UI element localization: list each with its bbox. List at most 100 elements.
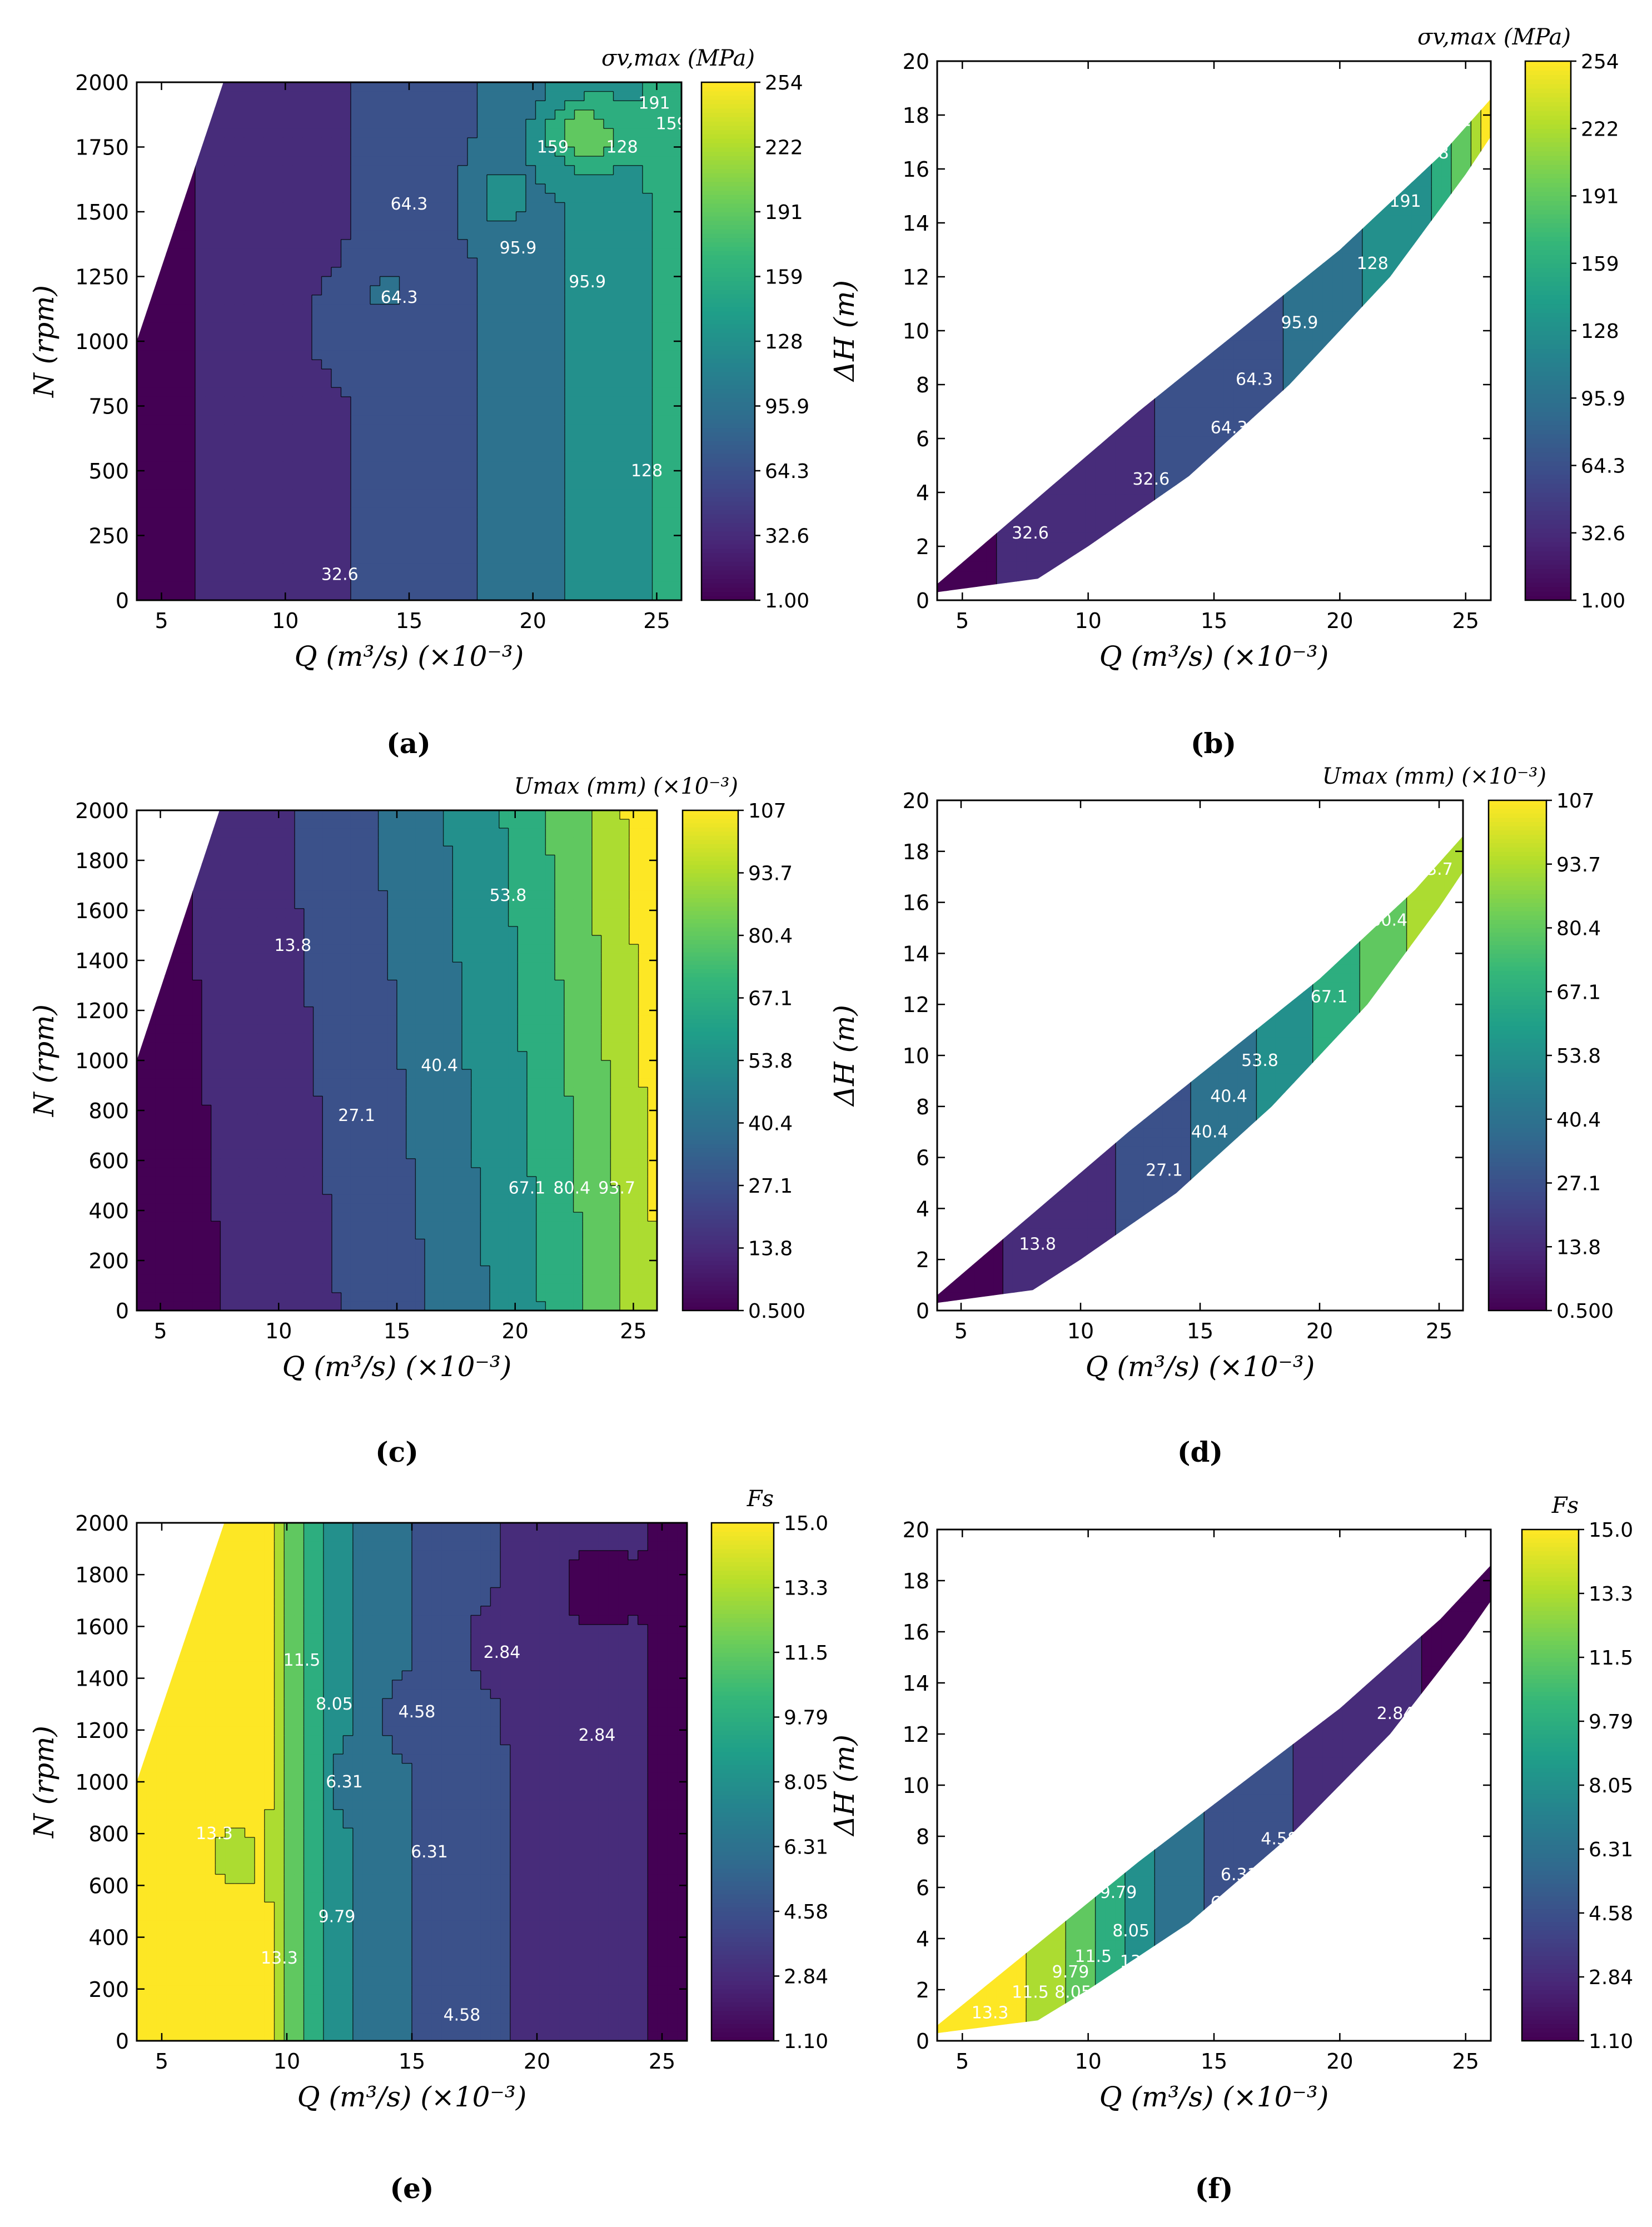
colorbar-step <box>1489 1298 1546 1303</box>
colorbar-step <box>683 1139 738 1144</box>
colorbar-step <box>711 2032 774 2037</box>
colorbar-tick-label: 13.3 <box>1589 1583 1633 1606</box>
colorbar-step <box>683 1035 738 1040</box>
colorbar-step <box>711 1851 774 1856</box>
colorbar-step <box>1522 1602 1579 1607</box>
colorbar-step <box>1489 1132 1546 1137</box>
colorbar-step <box>1489 1077 1546 1082</box>
colorbar-step <box>683 860 738 865</box>
colorbar-step <box>683 923 738 928</box>
colorbar-step <box>1525 146 1571 152</box>
colorbar-step <box>1489 1259 1546 1264</box>
colorbar-step <box>1525 182 1571 188</box>
y-tick-label: 500 <box>88 459 129 484</box>
colorbar-step <box>683 835 738 840</box>
colorbar-step <box>683 1119 738 1124</box>
colorbar-step <box>711 1773 774 1778</box>
colorbar-step <box>1522 1824 1579 1829</box>
colorbar-step <box>1525 218 1571 223</box>
colorbar-step <box>701 168 755 173</box>
colorbar-step <box>701 190 755 195</box>
contour-label: 11.5 <box>1074 1947 1112 1966</box>
colorbar-step <box>1489 1043 1546 1048</box>
colorbar-tick-label: 9.79 <box>784 1707 828 1730</box>
colorbar-step <box>683 973 738 978</box>
colorbar-step <box>1489 1004 1546 1009</box>
contour-label: 191 <box>1389 192 1421 211</box>
contour-label: 13.3 <box>261 1949 298 1968</box>
colorbar-tick-label: 15.0 <box>784 1512 828 1535</box>
y-tick-label: 1500 <box>75 200 129 225</box>
colorbar-step <box>711 1661 774 1666</box>
contour-label: 159 <box>656 114 688 134</box>
colorbar-step <box>1489 992 1546 997</box>
colorbar-step <box>711 1941 774 1946</box>
colorbar-step <box>711 1673 774 1679</box>
colorbar-step <box>701 99 755 104</box>
colorbar-step <box>683 1002 738 1007</box>
colorbar-step <box>1522 1683 1579 1688</box>
colorbar-step <box>683 1052 738 1057</box>
colorbar-step <box>711 1816 774 1821</box>
y-tick-label: 20 <box>903 1518 929 1542</box>
colorbar-step <box>1522 1998 1579 2003</box>
colorbar-step <box>683 1306 738 1311</box>
colorbar-step <box>1522 1700 1579 1705</box>
colorbar-step <box>711 1864 774 1869</box>
contour-label: 80.4 <box>553 1179 590 1198</box>
colorbar-step <box>1489 834 1546 839</box>
colorbar-step <box>683 1273 738 1278</box>
y-tick-label: 1800 <box>75 1563 129 1587</box>
colorbar-step <box>1525 151 1571 156</box>
colorbar-step <box>1489 1119 1546 1124</box>
colorbar-step <box>701 471 755 476</box>
colorbar-step <box>701 509 755 515</box>
colorbar-tick-label: 6.31 <box>784 1836 828 1859</box>
colorbar-step <box>1522 1793 1579 1798</box>
colorbar-step <box>1489 995 1546 1001</box>
colorbar-tick-label: 40.4 <box>748 1113 793 1135</box>
colorbar-step <box>1522 1589 1579 1594</box>
colorbar-step <box>1489 1276 1546 1282</box>
colorbar-step <box>1525 187 1571 192</box>
colorbar-step <box>701 423 755 429</box>
colorbar-step <box>711 2019 774 2024</box>
colorbar-step <box>1525 416 1571 421</box>
colorbar-step <box>701 156 755 161</box>
colorbar-step <box>1525 586 1571 592</box>
y-tick-label: 0 <box>916 1299 929 1323</box>
x-tick-label: 10 <box>1067 1319 1094 1343</box>
colorbar-step <box>1489 800 1546 805</box>
x-tick-label: 15 <box>1187 1319 1213 1343</box>
x-tick-label: 5 <box>155 609 168 633</box>
colorbar-step <box>701 332 755 338</box>
colorbar-step <box>1525 515 1571 520</box>
colorbar-step <box>1525 456 1571 462</box>
colorbar-step <box>683 1223 738 1228</box>
colorbar-tick-label: 53.8 <box>748 1050 793 1073</box>
colorbar-step <box>1489 843 1546 848</box>
colorbar-tick-label: 0.500 <box>748 1300 805 1323</box>
colorbar-step <box>711 1527 774 1532</box>
colorbar-step <box>1489 1140 1546 1145</box>
colorbar-step <box>701 242 755 247</box>
colorbar-step <box>701 371 755 376</box>
colorbar-step <box>711 1523 774 1528</box>
colorbar-step <box>1525 124 1571 129</box>
colorbar-step <box>711 1747 774 1752</box>
colorbar-step <box>683 1023 738 1028</box>
colorbar-step <box>1525 70 1571 76</box>
colorbar-label: σv,max (MPa) <box>601 46 755 71</box>
colorbar-step <box>1525 196 1571 201</box>
y-tick-label: 1200 <box>75 1718 129 1743</box>
colorbar-step <box>1489 961 1546 967</box>
colorbar-step <box>1522 1734 1579 1739</box>
colorbar-step <box>1522 2002 1579 2007</box>
contour-label: 13.8 <box>274 936 311 955</box>
colorbar-step <box>683 1219 738 1224</box>
colorbar-step <box>1525 317 1571 322</box>
colorbar-step <box>683 1164 738 1169</box>
colorbar-tick-label: 8.05 <box>784 1771 828 1794</box>
colorbar-step <box>1522 1751 1579 1756</box>
contour-label: 53.8 <box>490 886 527 905</box>
